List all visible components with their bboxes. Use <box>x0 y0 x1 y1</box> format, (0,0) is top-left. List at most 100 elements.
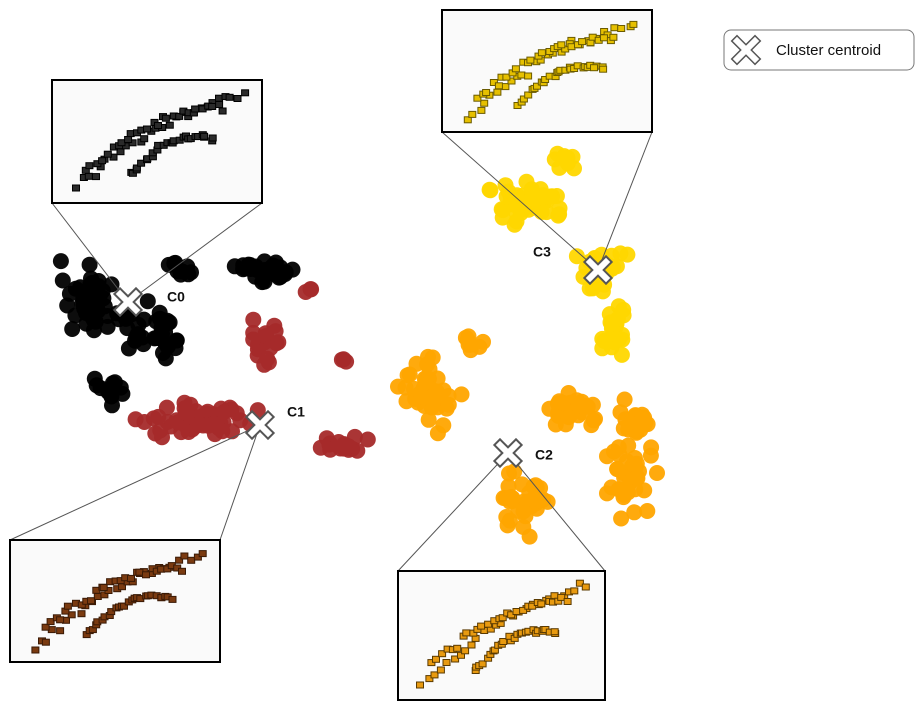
point <box>526 493 543 510</box>
inset-speck <box>468 110 477 118</box>
inset-speck <box>512 608 521 615</box>
inset-speck <box>498 614 507 622</box>
inset-speck <box>107 608 116 616</box>
inset-speck <box>499 638 508 645</box>
point <box>508 203 524 220</box>
inset-speck <box>142 571 150 579</box>
point <box>120 340 137 357</box>
inset-speck <box>537 49 546 57</box>
point <box>556 148 573 165</box>
point <box>594 340 611 357</box>
inset-speck <box>241 89 250 97</box>
inset-speck <box>537 600 546 608</box>
point <box>256 253 273 270</box>
inset-speck <box>116 148 125 156</box>
inset-speck <box>526 56 535 64</box>
inset-speck <box>617 25 626 32</box>
point <box>154 325 170 342</box>
legend-label: Cluster centroid <box>776 42 881 59</box>
inset-speck <box>453 644 462 652</box>
point <box>603 315 620 332</box>
point <box>272 269 289 285</box>
inset-speck <box>511 65 520 73</box>
inset-speck <box>575 579 584 587</box>
point <box>551 200 568 217</box>
point <box>568 248 585 265</box>
point <box>613 510 630 527</box>
point <box>245 331 262 348</box>
inset-speck <box>200 132 209 140</box>
point <box>616 391 633 408</box>
inset-speck <box>438 650 447 658</box>
marker-fill <box>585 257 611 283</box>
inset-speck <box>175 556 184 564</box>
point <box>99 308 116 324</box>
centroid-label: C1 <box>287 404 305 420</box>
point <box>620 437 637 454</box>
inset-speck <box>168 595 177 603</box>
inset-speck <box>135 568 144 576</box>
point <box>150 408 167 425</box>
inset-speck <box>550 628 559 636</box>
inset-speck <box>557 41 566 49</box>
inset-speck <box>215 101 224 108</box>
centroid-marker <box>582 254 614 286</box>
point <box>626 504 643 521</box>
point <box>417 374 434 391</box>
point <box>506 463 523 480</box>
inset-speck <box>436 666 445 674</box>
inset-speck <box>225 93 234 101</box>
centroid-label: C2 <box>535 447 553 463</box>
point <box>628 469 645 486</box>
inset-speck <box>519 606 528 614</box>
point <box>54 272 71 289</box>
inset-speck <box>46 618 55 626</box>
inset-speck <box>143 125 151 133</box>
point <box>639 503 656 519</box>
point <box>453 386 470 403</box>
point <box>619 246 636 263</box>
inset-speck <box>467 641 476 649</box>
inset-speck <box>100 591 109 599</box>
legend-box <box>723 29 915 71</box>
point <box>501 512 518 529</box>
point <box>168 332 185 349</box>
point <box>216 403 233 420</box>
point <box>475 333 491 350</box>
insets <box>9 9 653 701</box>
inset-speck <box>609 33 618 41</box>
inset-speck <box>99 584 108 591</box>
inset-speck <box>67 611 76 619</box>
point <box>160 256 177 273</box>
point <box>566 160 582 177</box>
inset-speck <box>463 116 472 124</box>
inset-speck <box>563 598 572 605</box>
inset-speck <box>72 184 80 192</box>
point <box>104 397 120 414</box>
inset-speck <box>557 593 566 601</box>
inset-speck <box>120 602 128 610</box>
point <box>416 389 433 406</box>
inset-speck <box>87 597 95 605</box>
point <box>359 431 376 448</box>
point <box>75 286 92 303</box>
inset-speck <box>103 150 112 158</box>
inset-speck <box>517 71 526 79</box>
inset-speck <box>442 659 451 666</box>
inset-speck <box>175 112 184 120</box>
point <box>254 274 271 291</box>
inset-speck <box>578 38 587 46</box>
inset-speck <box>462 629 471 637</box>
inset-speck <box>432 655 440 663</box>
centroid-marker <box>244 409 276 441</box>
centroid-marker <box>492 437 524 469</box>
inset-speck <box>198 550 207 558</box>
centroid-marker <box>112 286 144 318</box>
point <box>257 325 274 342</box>
inset-speck <box>482 89 491 96</box>
point <box>460 328 477 345</box>
point <box>127 411 144 428</box>
inset-speck <box>41 623 50 631</box>
inset-speck <box>208 134 217 142</box>
